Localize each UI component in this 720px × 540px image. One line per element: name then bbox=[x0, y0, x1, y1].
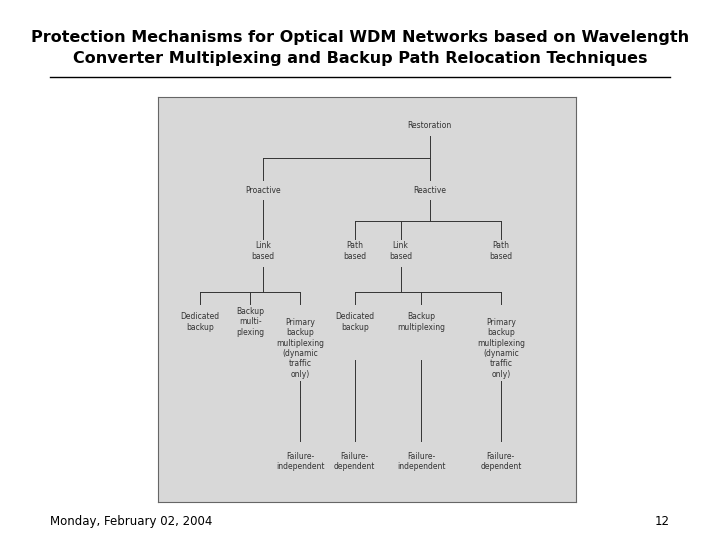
Text: Primary
backup
multiplexing
(dynamic
traffic
only): Primary backup multiplexing (dynamic tra… bbox=[276, 318, 325, 379]
Text: 12: 12 bbox=[654, 515, 670, 528]
Text: Backup
multiplexing: Backup multiplexing bbox=[397, 312, 446, 332]
Text: Reactive: Reactive bbox=[413, 186, 446, 195]
Text: Proactive: Proactive bbox=[245, 186, 281, 195]
Text: Converter Multiplexing and Backup Path Relocation Techniques: Converter Multiplexing and Backup Path R… bbox=[73, 51, 647, 66]
Text: Backup
multi-
plexing: Backup multi- plexing bbox=[236, 307, 264, 337]
Text: Primary
backup
multiplexing
(dynamic
traffic
only): Primary backup multiplexing (dynamic tra… bbox=[477, 318, 525, 379]
Text: Path
based: Path based bbox=[490, 241, 513, 261]
Text: Link
based: Link based bbox=[389, 241, 412, 261]
Text: Monday, February 02, 2004: Monday, February 02, 2004 bbox=[50, 515, 213, 528]
Text: Link
based: Link based bbox=[251, 241, 274, 261]
Text: Restoration: Restoration bbox=[408, 121, 452, 130]
Text: Failure-
independent: Failure- independent bbox=[276, 452, 325, 471]
Text: Failure-
dependent: Failure- dependent bbox=[334, 452, 375, 471]
Text: Protection Mechanisms for Optical WDM Networks based on Wavelength: Protection Mechanisms for Optical WDM Ne… bbox=[31, 30, 689, 45]
Text: Dedicated
backup: Dedicated backup bbox=[335, 312, 374, 332]
Text: Dedicated
backup: Dedicated backup bbox=[181, 312, 220, 332]
Text: Failure-
independent: Failure- independent bbox=[397, 452, 446, 471]
Text: Failure-
dependent: Failure- dependent bbox=[480, 452, 521, 471]
Text: Path
based: Path based bbox=[343, 241, 366, 261]
